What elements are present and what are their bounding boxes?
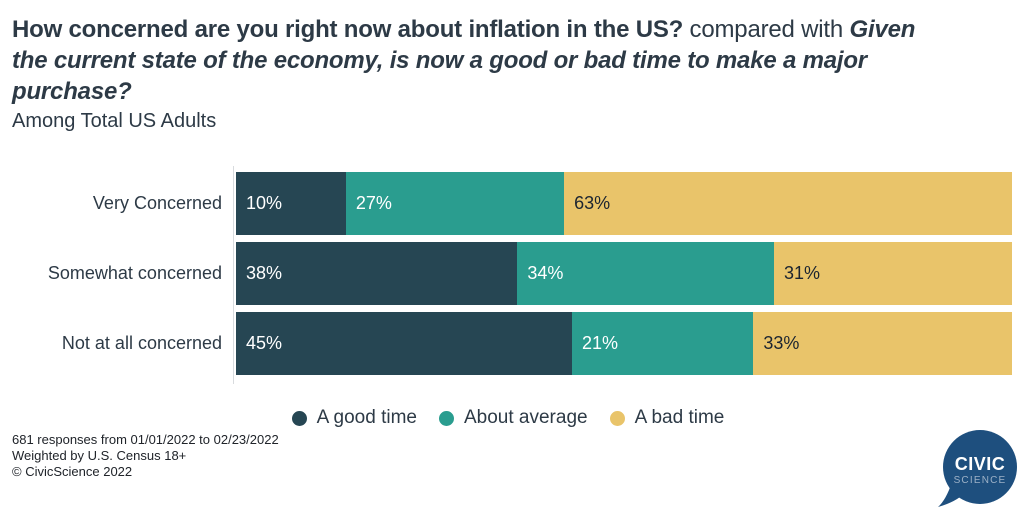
- segment-value-label: 63%: [574, 193, 611, 213]
- legend-item-about-average: About average: [438, 407, 588, 429]
- segment-about-average: 34%: [517, 242, 774, 305]
- logo-bubble-circle: [943, 430, 1017, 504]
- footer: 681 responses from 01/01/2022 to 02/23/2…: [12, 432, 279, 480]
- segment-bad-time: 63%: [564, 172, 1012, 235]
- legend-marker-bad-time: [609, 410, 625, 426]
- bar-row-very-concerned: Very Concerned 10% 27% 63%: [0, 172, 1012, 235]
- segment-value-label: 21%: [581, 333, 619, 353]
- bar-row-not-at-all-concerned: Not at all concerned 45% 21% 33%: [0, 312, 1012, 375]
- legend-marker-good-time: [291, 410, 307, 426]
- bar-very-concerned: 10% 27% 63%: [236, 172, 1012, 235]
- legend-label-good-time: A good time: [316, 407, 417, 428]
- segment-value-label: 45%: [246, 333, 283, 353]
- stacked-bar-chart: Very Concerned 10% 27% 63% Somewhat conc…: [0, 166, 1012, 384]
- segment-about-average: 21%: [571, 312, 754, 375]
- segment-good-time: 38%: [236, 242, 518, 305]
- chart-title: How concerned are you right now about in…: [12, 14, 947, 107]
- title-connector: compared with: [683, 16, 850, 43]
- segment-about-average: 27%: [345, 172, 565, 235]
- legend-marker-about-average: [438, 410, 454, 426]
- bar-not-at-all-concerned: 45% 21% 33%: [236, 312, 1012, 375]
- logo-text-science: SCIENCE: [954, 475, 1007, 486]
- segment-good-time: 45%: [236, 312, 572, 375]
- segment-value-label: 33%: [763, 333, 800, 353]
- segment-bad-time: 31%: [773, 242, 1012, 305]
- category-label-not-at-all-concerned: Not at all concerned: [61, 333, 222, 353]
- segment-value-label: 34%: [527, 263, 564, 283]
- segment-value-label: 27%: [355, 193, 392, 213]
- category-label-very-concerned: Very Concerned: [92, 193, 222, 213]
- footer-copyright: © CivicScience 2022: [12, 464, 133, 479]
- legend: A good time About average A bad time: [0, 407, 1016, 429]
- civicscience-logo: CIVIC SCIENCE: [938, 430, 1017, 507]
- legend-label-about-average: About average: [463, 407, 588, 428]
- header: How concerned are you right now about in…: [12, 14, 1012, 133]
- segment-good-time: 10%: [236, 172, 346, 235]
- segment-value-label: 38%: [246, 263, 283, 283]
- chart-subtitle: Among Total US Adults: [12, 110, 217, 132]
- legend-label-bad-time: A bad time: [634, 407, 725, 428]
- footer-responses: 681 responses from 01/01/2022 to 02/23/2…: [12, 432, 279, 447]
- footer-weighting: Weighted by U.S. Census 18+: [12, 448, 187, 463]
- logo-text-civic: CIVIC: [955, 454, 1006, 474]
- legend-item-good-time: A good time: [291, 407, 417, 429]
- segment-value-label: 31%: [783, 263, 821, 283]
- legend-item-bad-time: A bad time: [609, 407, 725, 429]
- segment-value-label: 10%: [246, 193, 283, 213]
- bar-row-somewhat-concerned: Somewhat concerned 38% 34% 31%: [0, 242, 1012, 305]
- category-label-somewhat-concerned: Somewhat concerned: [47, 263, 222, 283]
- title-question-purchase: Given the current state of the economy, …: [12, 16, 916, 105]
- segment-bad-time: 33%: [753, 312, 1012, 375]
- title-question-inflation: How concerned are you right now about in…: [12, 16, 684, 43]
- y-axis-baseline: [233, 166, 234, 384]
- bar-somewhat-concerned: 38% 34% 31%: [236, 242, 1012, 305]
